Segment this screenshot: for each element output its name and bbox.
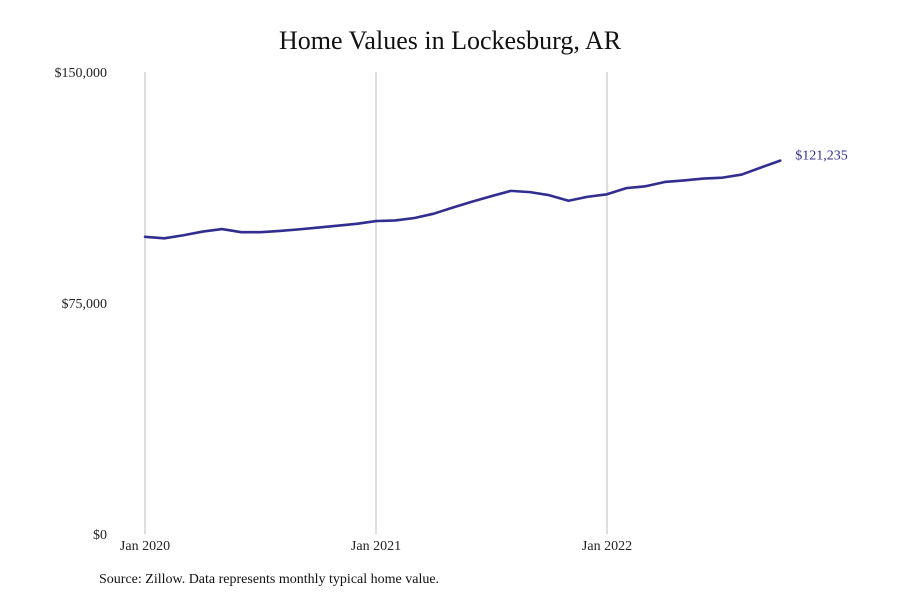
data-point	[239, 230, 243, 234]
x-tick-label: Jan 2021	[351, 539, 401, 554]
data-point	[740, 173, 744, 177]
data-point	[644, 184, 648, 188]
data-point	[182, 233, 186, 237]
data-point	[374, 219, 378, 223]
data-point	[297, 227, 301, 231]
data-point	[432, 212, 436, 216]
data-point	[490, 194, 494, 198]
source-note: Source: Zillow. Data represents monthly …	[99, 572, 440, 587]
data-point	[759, 165, 763, 169]
x-axis-ticks: Jan 2020 Jan 2021 Jan 2022	[120, 539, 632, 554]
data-point	[663, 180, 667, 184]
data-point	[547, 193, 551, 197]
x-tick-label: Jan 2022	[582, 539, 632, 554]
x-tick-label: Jan 2020	[120, 539, 170, 554]
data-point	[605, 192, 609, 196]
data-point	[220, 227, 224, 231]
y-tick-label: $150,000	[55, 66, 108, 81]
data-point	[624, 186, 628, 190]
data-point	[201, 230, 205, 234]
data-point	[778, 159, 782, 163]
series-layer	[143, 159, 782, 240]
series-line	[143, 159, 782, 240]
data-point	[336, 224, 340, 228]
data-point	[721, 176, 725, 180]
y-tick-label: $0	[93, 528, 107, 543]
data-point	[143, 235, 147, 239]
data-point	[586, 195, 590, 199]
data-point	[528, 190, 532, 194]
data-point	[470, 200, 474, 204]
data-point	[162, 236, 166, 240]
chart-title: Home Values in Lockesburg, AR	[278, 26, 622, 55]
data-labels: $121,235	[795, 149, 848, 164]
end-value-label: $121,235	[795, 149, 848, 164]
y-axis-ticks: $0 $75,000 $150,000	[55, 66, 108, 543]
data-point	[509, 189, 513, 193]
data-point	[316, 226, 320, 230]
gridlines	[144, 72, 608, 534]
data-point	[259, 230, 263, 234]
data-point	[682, 178, 686, 182]
data-point	[701, 177, 705, 181]
data-point	[451, 206, 455, 210]
data-point	[393, 218, 397, 222]
y-tick-label: $75,000	[62, 297, 108, 312]
data-point	[413, 216, 417, 220]
data-point	[567, 199, 571, 203]
data-point	[278, 229, 282, 233]
data-point	[355, 222, 359, 226]
